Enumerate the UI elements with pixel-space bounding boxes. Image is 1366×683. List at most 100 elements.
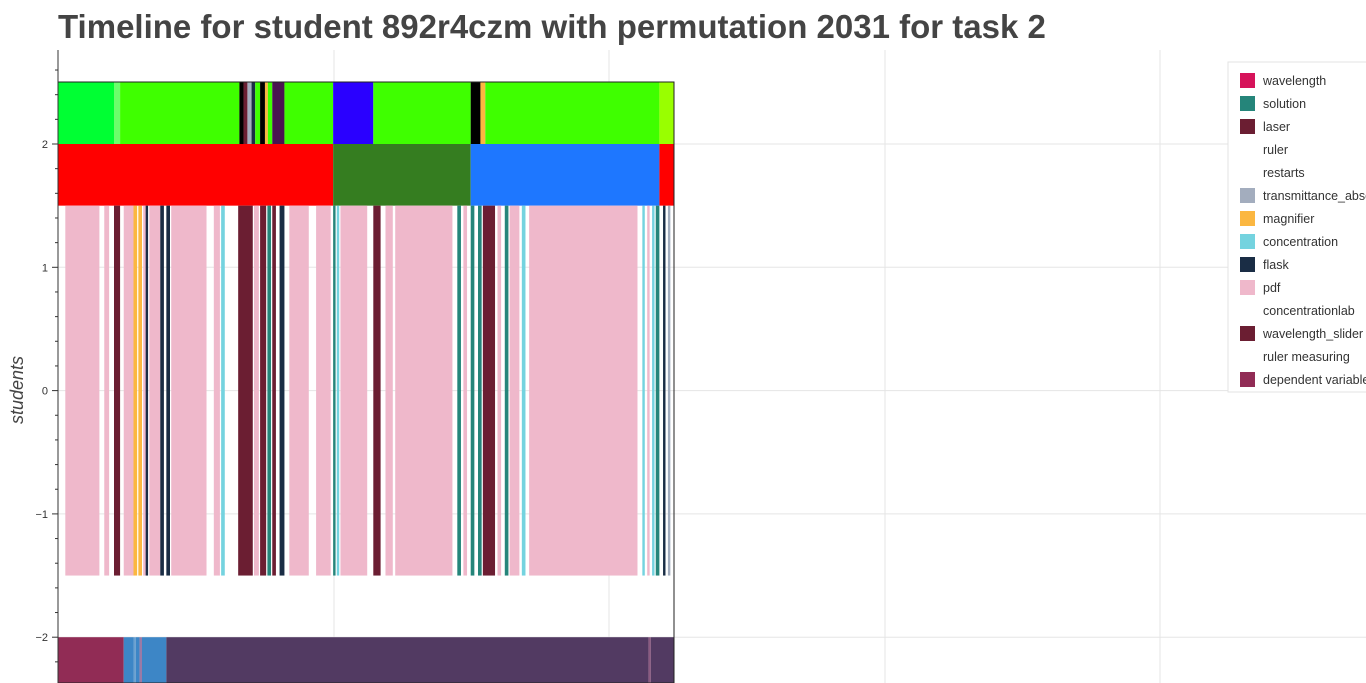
legend-item[interactable]: wavelength_slider <box>1240 326 1363 341</box>
timeline-segment-events <box>333 205 336 576</box>
legend-label: solution <box>1263 97 1306 111</box>
timeline-segment-events <box>663 205 666 576</box>
legend-item[interactable]: laser <box>1240 119 1290 134</box>
chart-title: Timeline for student 892r4czm with permu… <box>58 8 1046 45</box>
legend-item[interactable]: concentrationlab <box>1240 303 1355 318</box>
timeline-segment-top <box>243 82 248 144</box>
timeline-segment-top <box>267 82 273 144</box>
legend-label: wavelength <box>1262 74 1326 88</box>
timeline-segment-top <box>260 82 265 144</box>
legend-item[interactable]: dependent variable <box>1240 372 1366 387</box>
timeline-segment-top <box>284 82 334 144</box>
timeline-segment-top <box>120 82 240 144</box>
legend-label: magnifier <box>1263 212 1314 226</box>
legend-item[interactable]: flask <box>1240 257 1289 272</box>
timeline-segment-top <box>480 82 486 144</box>
timeline-segment-bottom <box>133 637 136 683</box>
timeline-segment-events <box>497 205 502 576</box>
timeline-segment-top <box>272 82 285 144</box>
legend-swatch <box>1240 73 1255 88</box>
y-tick-label: −2 <box>35 632 48 644</box>
legend-label: pdf <box>1263 281 1281 295</box>
timeline-segment-events <box>166 205 170 576</box>
legend-label: transmittance_absorbance <box>1263 189 1366 203</box>
legend-item[interactable]: ruler <box>1240 142 1288 157</box>
timeline-segment-middle <box>333 144 471 206</box>
legend-item[interactable]: ruler measuring <box>1240 349 1350 364</box>
legend-label: concentrationlab <box>1263 304 1355 318</box>
legend-swatch <box>1240 165 1255 180</box>
timeline-segment-top <box>264 82 268 144</box>
timeline-segment-bottom <box>139 637 142 683</box>
legend-item[interactable]: wavelength <box>1240 73 1326 88</box>
legend-swatch <box>1240 257 1255 272</box>
y-axis: 2 1 0 −1 −2 <box>35 50 59 683</box>
legend-swatch <box>1240 303 1255 318</box>
timeline-segment-top <box>373 82 471 144</box>
legend-swatch <box>1240 326 1255 341</box>
timeline-segment-middle <box>470 144 660 206</box>
timeline-segment-events <box>470 205 475 576</box>
timeline-segment-bottom <box>142 637 167 683</box>
timeline-segment-bottom <box>648 637 651 683</box>
timeline-segment-events <box>267 205 272 576</box>
timeline-segment-events <box>652 205 655 576</box>
timeline-segment-events <box>260 205 267 576</box>
timeline-segment-bottom <box>650 637 674 683</box>
legend-swatch <box>1240 234 1255 249</box>
timeline-segment-top <box>255 82 261 144</box>
timeline-segment-events <box>385 205 393 576</box>
timeline-segment-events <box>279 205 285 576</box>
timeline-segment-events <box>138 205 142 576</box>
timeline-segment-events <box>395 205 453 576</box>
timeline-segment-events <box>647 205 650 576</box>
legend-swatch <box>1240 349 1255 364</box>
y-tick-label: 1 <box>42 262 48 274</box>
timeline-segment-events <box>114 205 121 576</box>
timeline-segment-events <box>160 205 164 576</box>
legend-label: dependent variable <box>1263 373 1366 387</box>
timeline-segment-events <box>463 205 468 576</box>
timeline-segment-bottom <box>135 637 140 683</box>
timeline-segment-events <box>171 205 207 576</box>
legend[interactable]: wavelength solution laser ruler restarts tran… <box>1227 61 1366 393</box>
legend-item[interactable]: magnifier <box>1240 211 1314 226</box>
legend-swatch <box>1240 96 1255 111</box>
y-tick-label: 2 <box>42 139 48 151</box>
legend-item[interactable]: concentration <box>1240 234 1338 249</box>
timeline-segment-middle <box>58 144 334 206</box>
timeline-segment-events <box>143 205 146 576</box>
timeline-segment-events <box>221 205 225 576</box>
timeline-segment-top <box>485 82 660 144</box>
legend-swatch <box>1240 211 1255 226</box>
timeline-segment-events <box>478 205 482 576</box>
timeline-segment-bottom <box>123 637 134 683</box>
legend-label: restarts <box>1263 166 1305 180</box>
timeline-segment-bottom <box>58 637 124 683</box>
timeline-segment-events <box>482 205 496 576</box>
timeline-segment-events <box>149 205 161 576</box>
timeline-segment-top <box>333 82 374 144</box>
legend-swatch <box>1240 280 1255 295</box>
legend-label: concentration <box>1263 235 1338 249</box>
timeline-segment-events <box>145 205 149 576</box>
timeline-segment-bottom <box>166 637 649 683</box>
timeline-segment-events <box>133 205 138 576</box>
legend-item[interactable]: solution <box>1240 96 1306 111</box>
timeline-segment-events <box>521 205 526 576</box>
legend-swatch <box>1240 188 1255 203</box>
legend-swatch <box>1240 372 1255 387</box>
legend-item[interactable]: pdf <box>1240 280 1281 295</box>
timeline-segment-events <box>667 205 671 576</box>
timeline-segment-events <box>316 205 331 576</box>
legend-item[interactable]: restarts <box>1240 165 1305 180</box>
timeline-segment-top <box>251 82 256 144</box>
timeline-segment-events <box>289 205 309 576</box>
timeline-segment-events <box>123 205 134 576</box>
legend-box <box>1227 61 1366 393</box>
timeline-segment-top <box>247 82 252 144</box>
legend-item[interactable]: transmittance_absorbance <box>1240 188 1366 203</box>
timeline-segment-events <box>340 205 368 576</box>
timeline-segment-top <box>470 82 481 144</box>
